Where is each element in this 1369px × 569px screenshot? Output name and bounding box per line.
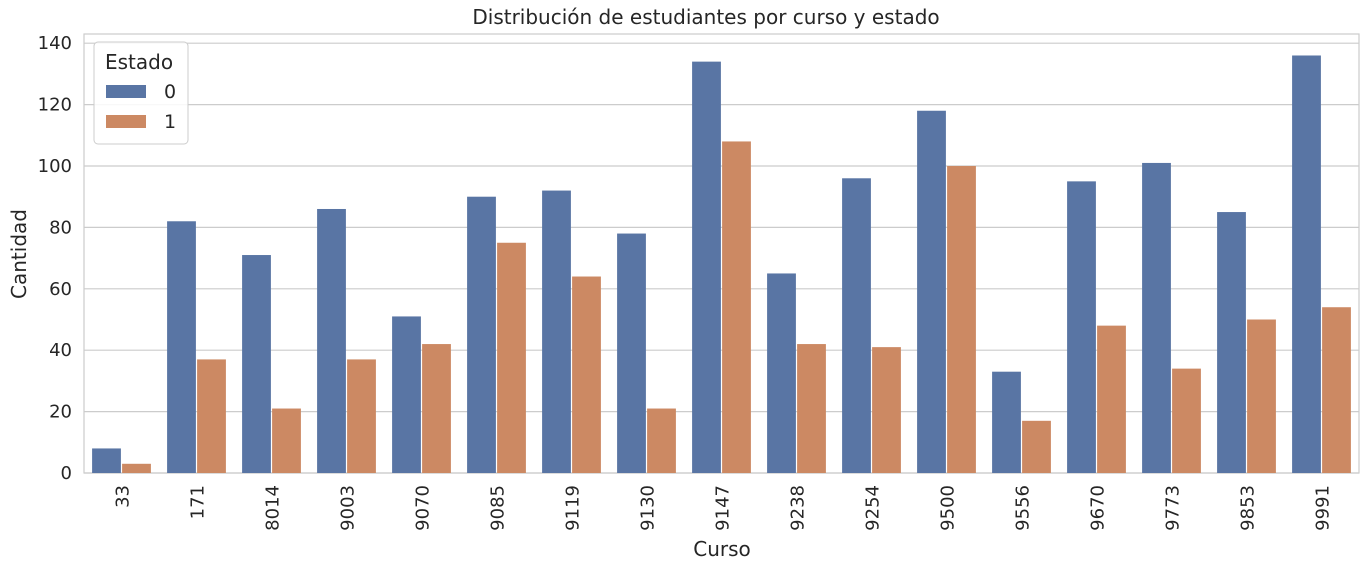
bar-9254-estado-0	[842, 178, 871, 473]
bar-9130-estado-1	[647, 408, 676, 473]
legend-swatch-0	[106, 85, 146, 98]
y-tick-labels: 0 20 40 60 80 100 120 140	[38, 33, 72, 484]
bar-9085-estado-1	[497, 242, 526, 473]
bar-9070-estado-0	[392, 316, 421, 473]
bar-9070-estado-1	[422, 344, 451, 473]
bar-9003-estado-1	[347, 359, 376, 473]
bar-9670-estado-0	[1067, 181, 1096, 474]
x-tick-label: 9670	[1088, 485, 1109, 531]
bar-9254-estado-1	[872, 347, 901, 473]
bar-9147-estado-0	[692, 61, 721, 474]
bar-9119-estado-1	[572, 276, 601, 473]
bar-9238-estado-1	[797, 344, 826, 473]
legend-label-0: 0	[164, 81, 176, 103]
bar-9773-estado-1	[1172, 368, 1201, 473]
x-tick-label: 171	[188, 485, 209, 519]
bar-9130-estado-0	[617, 233, 646, 473]
x-tick-label: 9003	[338, 485, 359, 531]
bars	[92, 55, 1351, 474]
y-tick-label: 20	[49, 402, 72, 423]
y-tick-label: 100	[38, 156, 72, 177]
bar-9556-estado-1	[1022, 420, 1051, 473]
bar-9773-estado-0	[1142, 162, 1171, 473]
x-tick-label: 9238	[788, 485, 809, 531]
legend-label-1: 1	[164, 111, 176, 133]
bar-171-estado-1	[197, 359, 226, 473]
y-tick-label: 80	[49, 217, 72, 238]
legend-swatch-1	[106, 115, 146, 128]
x-tick-label: 9853	[1238, 485, 1259, 531]
bar-8014-estado-1	[272, 408, 301, 473]
bar-9500-estado-0	[917, 110, 946, 473]
bar-33-estado-0	[92, 448, 121, 473]
legend-title: Estado	[105, 50, 173, 74]
x-tick-label: 9991	[1313, 485, 1334, 531]
bar-8014-estado-0	[242, 255, 271, 473]
x-tick-label: 8014	[263, 485, 284, 531]
y-tick-label: 60	[49, 279, 72, 300]
y-tick-label: 0	[61, 463, 72, 484]
x-tick-label: 9556	[1013, 485, 1034, 531]
bar-9500-estado-1	[947, 166, 976, 473]
chart-title: Distribución de estudiantes por curso y …	[472, 5, 939, 29]
x-tick-label: 9130	[638, 485, 659, 531]
bar-9238-estado-0	[767, 273, 796, 473]
y-tick-label: 140	[38, 33, 72, 54]
x-tick-label: 9085	[488, 485, 509, 531]
bar-9991-estado-0	[1292, 55, 1321, 474]
x-tick-label: 33	[113, 485, 134, 508]
legend: Estado 0 1	[93, 41, 189, 145]
bar-9853-estado-0	[1217, 212, 1246, 473]
bar-9556-estado-0	[992, 371, 1021, 473]
bar-9119-estado-0	[542, 190, 571, 473]
bar-9991-estado-1	[1322, 307, 1351, 473]
x-tick-label: 9119	[563, 485, 584, 531]
bar-33-estado-1	[122, 463, 151, 473]
x-axis-label: Curso	[693, 537, 751, 561]
x-tick-label: 9500	[938, 485, 959, 531]
bar-9670-estado-1	[1097, 325, 1126, 473]
bar-9003-estado-0	[317, 208, 346, 473]
y-tick-label: 120	[38, 95, 72, 116]
x-tick-labels: 33 171 8014 9003 9070 9085 9119 9130 9147 9238 925…	[113, 485, 1334, 531]
bar-9147-estado-1	[722, 141, 751, 473]
bar-9853-estado-1	[1247, 319, 1276, 473]
x-tick-label: 9070	[413, 485, 434, 531]
bar-9085-estado-0	[467, 196, 496, 473]
x-tick-label: 9254	[863, 485, 884, 531]
bar-171-estado-0	[167, 221, 196, 473]
y-tick-label: 40	[49, 340, 72, 361]
y-axis-label: Cantidad	[7, 209, 31, 299]
x-tick-label: 9147	[713, 485, 734, 531]
x-tick-label: 9773	[1163, 485, 1184, 531]
